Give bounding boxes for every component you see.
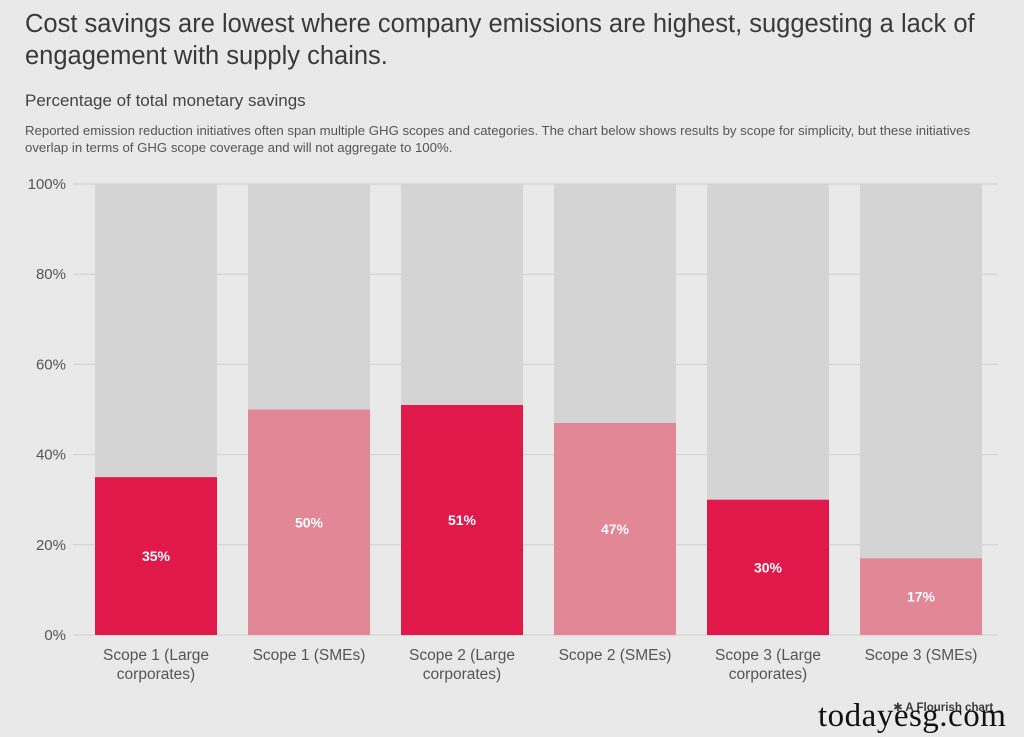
y-tick-label: 0% — [44, 627, 66, 644]
watermark: todayesg.com — [818, 698, 1007, 734]
x-tick-label: corporates) — [729, 666, 807, 683]
asterisk-icon: ✱ — [893, 702, 903, 714]
x-tick-label: Scope 1 (SMEs) — [253, 647, 366, 664]
data-bar[interactable] — [554, 423, 676, 635]
y-tick-label: 40% — [36, 447, 66, 464]
value-label: 47% — [601, 521, 630, 537]
data-bar[interactable] — [248, 409, 370, 636]
grid-layer — [73, 183, 998, 636]
flourish-credit[interactable]: ✱ A Flourish chart — [893, 700, 993, 714]
x-tick-label: Scope 2 (SMEs) — [559, 647, 672, 664]
chart-title: Cost savings are lowest where company em… — [25, 10, 975, 70]
data-bar[interactable] — [707, 499, 829, 635]
y-tick-label: 100% — [28, 176, 66, 193]
x-tick-label: Scope 3 (SMEs) — [865, 647, 978, 664]
value-label: 50% — [295, 514, 324, 530]
y-tick-label: 80% — [36, 266, 66, 283]
x-tick-label: corporates) — [117, 666, 195, 683]
x-tick-label: corporates) — [423, 666, 501, 683]
data-bar[interactable] — [401, 404, 523, 635]
data-bar[interactable] — [95, 477, 217, 635]
value-label: 30% — [754, 559, 783, 575]
x-tick-label: Scope 3 (Large — [715, 647, 821, 664]
value-label: 35% — [142, 548, 171, 564]
credit-label: A Flourish chart — [905, 702, 994, 714]
value-label: 17% — [907, 589, 936, 605]
value-label: 51% — [448, 512, 477, 528]
labels-layer: 0% 20% 40% 60% 80% 100% 35% Scope 1 (Large corpo… — [28, 176, 978, 683]
x-tick-label: Scope 2 (Large — [409, 647, 515, 664]
chart-subtitle: Percentage of total monetary savings — [25, 91, 306, 110]
data-bar[interactable] — [860, 558, 982, 635]
y-tick-label: 20% — [36, 537, 66, 554]
chart-note: Reported emission reduction initiatives … — [25, 123, 971, 155]
bars-layer — [95, 184, 982, 635]
y-tick-label: 60% — [36, 356, 66, 373]
x-tick-label: Scope 1 (Large — [103, 647, 209, 664]
